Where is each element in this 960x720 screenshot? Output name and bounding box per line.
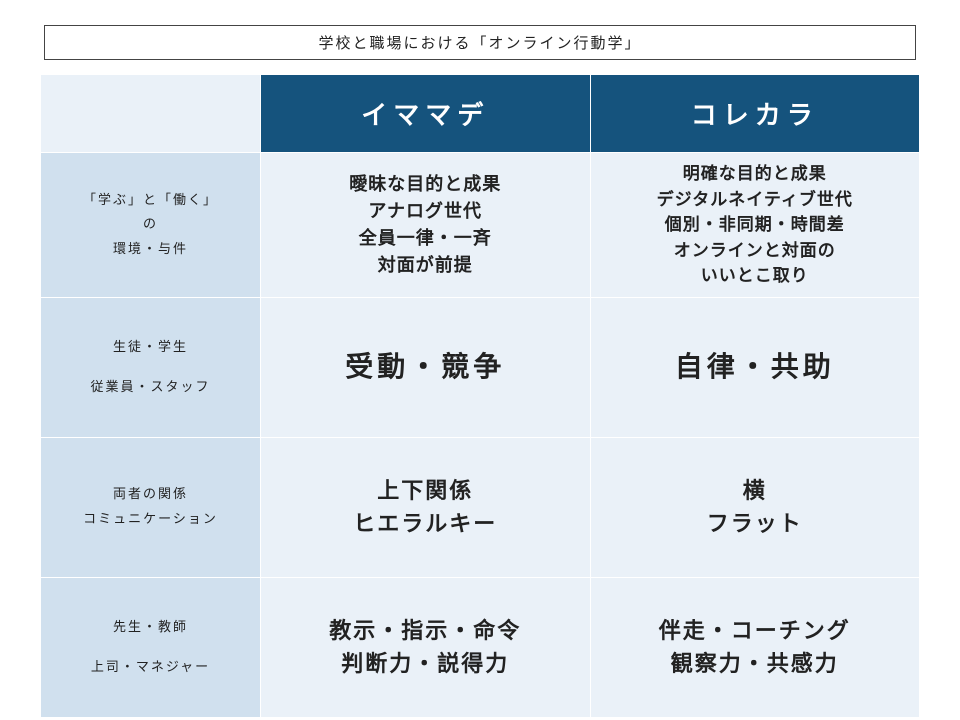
cell-after: 明確な目的と成果デジタルネイティブ世代個別・非同期・時間差オンラインと対面のいい… (590, 153, 920, 298)
row-label: 先生・教師上司・マネジャー (41, 577, 261, 717)
cell-before: 教示・指示・命令判断力・説得力 (261, 577, 591, 717)
table-row: 先生・教師上司・マネジャー教示・指示・命令判断力・説得力伴走・コーチング観察力・… (41, 577, 920, 717)
row-label: 生徒・学生従業員・スタッフ (41, 297, 261, 437)
cell-after: 横フラット (590, 437, 920, 577)
cell-before: 曖昧な目的と成果アナログ世代全員一律・一斉対面が前提 (261, 153, 591, 298)
table-row: 両者の関係コミュニケーション上下関係ヒエラルキー横フラット (41, 437, 920, 577)
column-header-1: イママデ (261, 75, 591, 153)
comparison-table: イママデ コレカラ 「学ぶ」と「働く」の環境・与件曖昧な目的と成果アナログ世代全… (40, 74, 920, 718)
cell-after: 自律・共助 (590, 297, 920, 437)
table-row: 生徒・学生従業員・スタッフ受動・競争自律・共助 (41, 297, 920, 437)
corner-cell (41, 75, 261, 153)
cell-before: 受動・競争 (261, 297, 591, 437)
page-title: 学校と職場における「オンライン行動学」 (44, 25, 916, 60)
row-label: 「学ぶ」と「働く」の環境・与件 (41, 153, 261, 298)
column-header-2: コレカラ (590, 75, 920, 153)
table-row: 「学ぶ」と「働く」の環境・与件曖昧な目的と成果アナログ世代全員一律・一斉対面が前… (41, 153, 920, 298)
cell-after: 伴走・コーチング観察力・共感力 (590, 577, 920, 717)
row-label: 両者の関係コミュニケーション (41, 437, 261, 577)
cell-before: 上下関係ヒエラルキー (261, 437, 591, 577)
